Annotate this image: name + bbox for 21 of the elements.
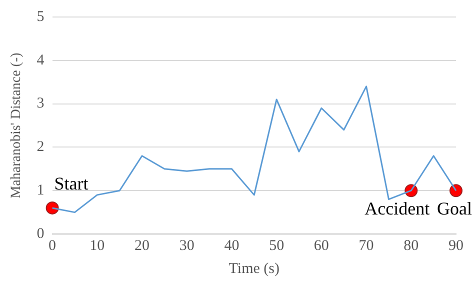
x-tick-label: 50 [269,238,284,254]
y-tick-label: 1 [36,182,44,199]
y-tick-label: 4 [36,52,45,68]
y-tick-label: 3 [36,96,44,112]
x-axis-title: Time (s) [228,260,280,277]
x-tick-label: 80 [404,238,419,254]
y-tick-label: 2 [36,139,44,156]
y-tick-label: 0 [36,226,44,242]
annotation: Goal [437,198,472,218]
y-axis-title: Maharanobis' Distance (-) [9,52,24,198]
y-tick-label: 5 [36,8,44,25]
x-tick-label: 70 [358,238,374,254]
x-tick-label: 20 [134,238,150,254]
x-tick-label: 40 [224,238,240,254]
x-tick-label: 10 [90,238,105,254]
x-tick-label: 30 [179,238,194,254]
x-tick-label: 0 [48,238,56,254]
x-tick-label: 60 [314,238,329,254]
x-tick-label: 90 [448,238,464,254]
annotation: Start [54,174,88,194]
annotation: Accident [364,198,430,218]
